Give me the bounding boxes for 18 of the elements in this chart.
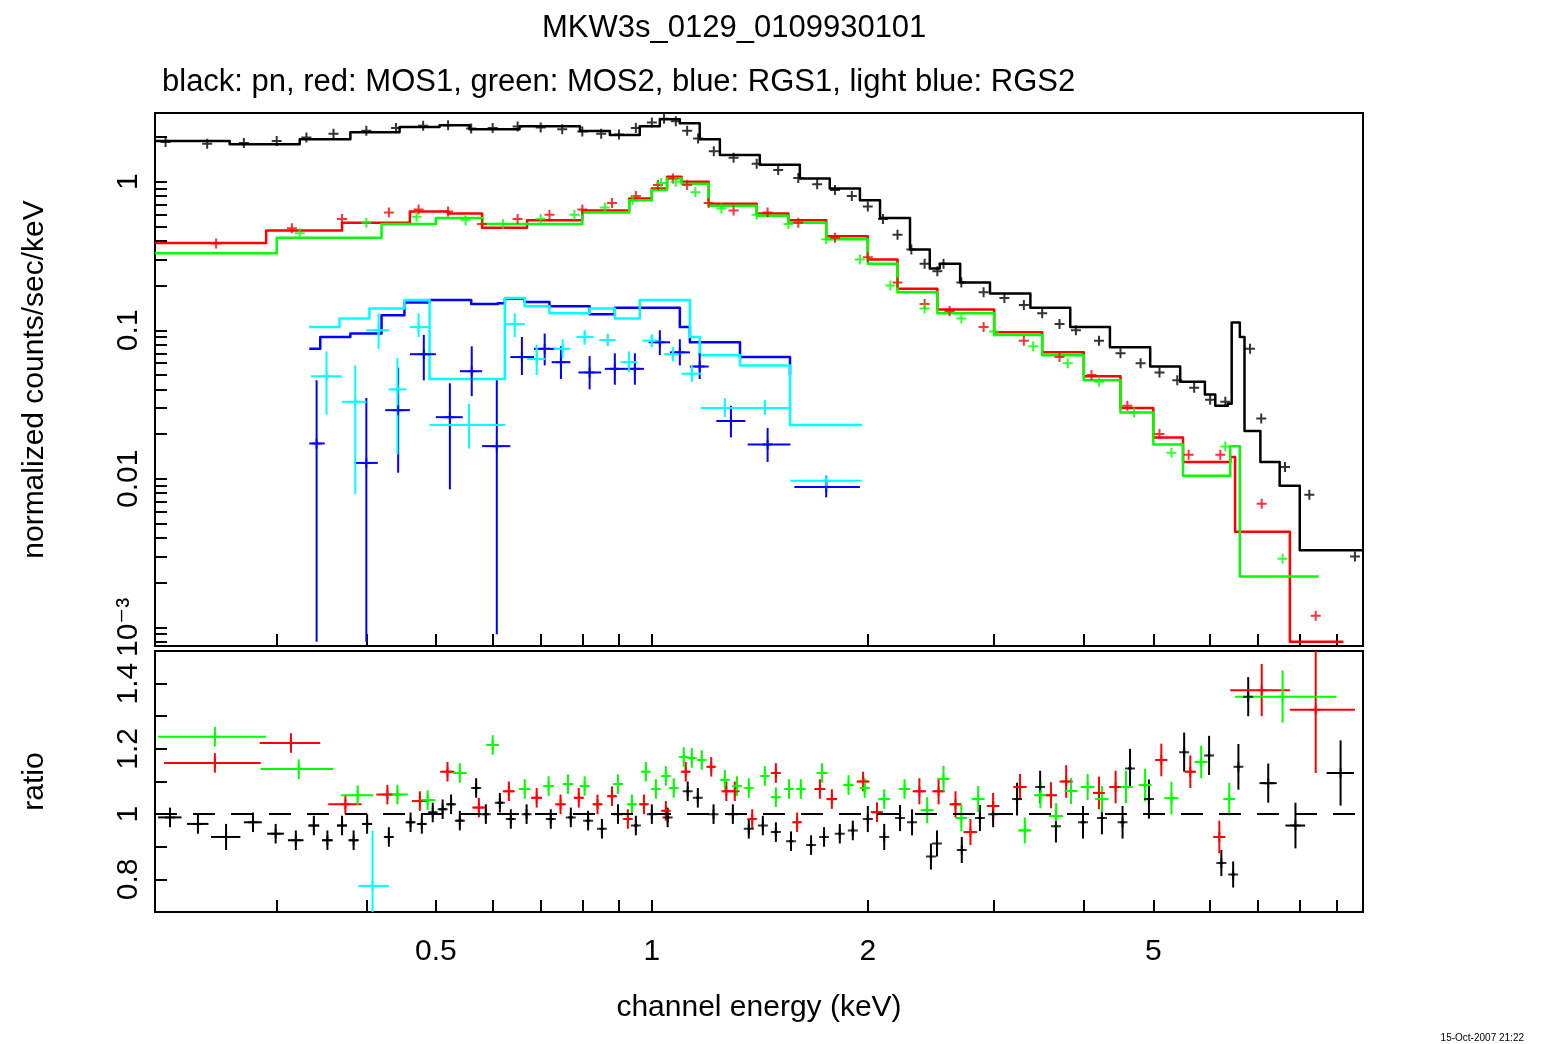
text: 15-Oct-2007 21:22 (1440, 1031, 1525, 1043)
y-axis-title: normalized counts/sec/keV (15, 200, 49, 559)
x-tick-label: 0.5 (415, 932, 457, 966)
y-tick-label: 1.2 (109, 728, 143, 770)
y-tick-label: 0.1 (109, 309, 143, 352)
x-tick-label: 2 (859, 932, 877, 966)
chart-subtitle: black: pn, red: MOS1, green: MOS2, blue: RGS1, light blue: RGS2 (162, 63, 1076, 98)
y-tick-label: 1.4 (109, 662, 143, 705)
y-tick-label: 0.01 (109, 449, 143, 509)
y-tick-label: 0.8 (109, 858, 143, 901)
y-tick-label: 10⁻³ (109, 597, 143, 657)
y-tick-label: 1 (109, 805, 143, 823)
x-tick-label: 1 (643, 932, 661, 966)
y-axis-title: ratio (15, 752, 49, 811)
x-tick-label: 5 (1144, 932, 1162, 966)
chart-title: MKW3s_0129_0109930101 (542, 9, 927, 44)
y-tick-label: 1 (109, 173, 143, 191)
x-axis-title: channel energy (keV) (616, 988, 902, 1022)
